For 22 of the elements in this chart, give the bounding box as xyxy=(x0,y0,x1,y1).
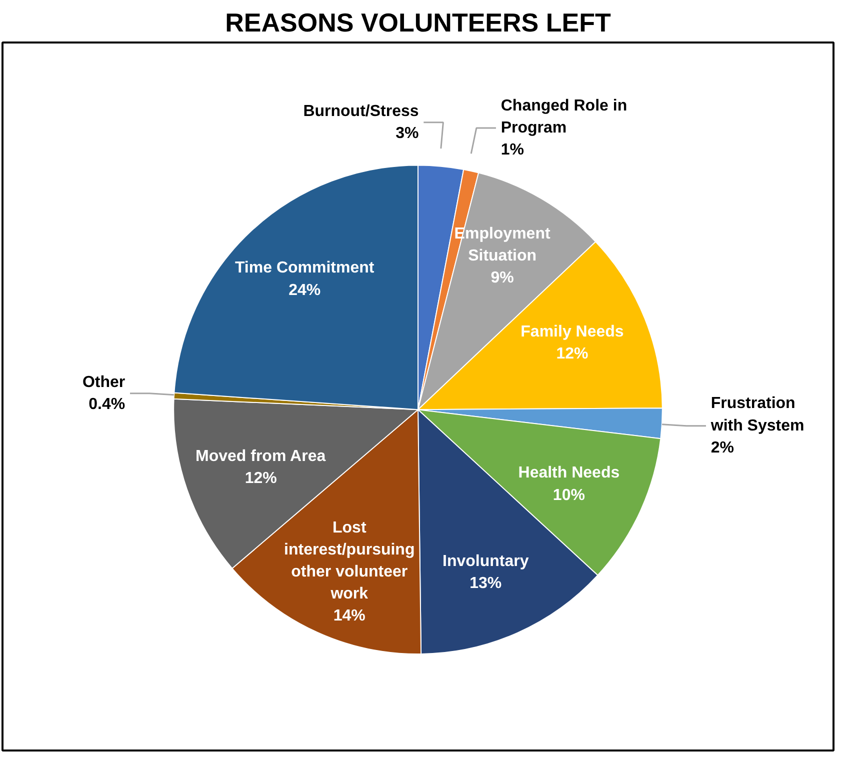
data-label: 9% xyxy=(490,270,514,287)
data-label: 14% xyxy=(333,608,366,625)
data-label: 12% xyxy=(556,346,588,363)
slice-label: Health Needs xyxy=(518,464,620,482)
data-label: 0.4% xyxy=(88,396,126,413)
data-label: 2% xyxy=(710,439,734,456)
slice-label: Lost interest/pursuing other volunteer work xyxy=(284,519,415,603)
data-label: 1% xyxy=(500,142,524,159)
chart-title: REASONS VOLUNTEERS LEFT xyxy=(225,8,611,38)
slice-label: Burnout/Stress xyxy=(303,102,419,120)
data-label: 13% xyxy=(470,575,502,592)
slice-label: Involuntary xyxy=(442,552,529,570)
data-label: 10% xyxy=(552,486,585,504)
data-label: 12% xyxy=(244,470,277,488)
slice-label: Frustration with System xyxy=(710,395,804,434)
data-label: 3% xyxy=(396,124,419,142)
slice-label: Time Commitment xyxy=(234,260,375,277)
slice-label: Family Needs xyxy=(520,324,624,341)
slice-label: Other xyxy=(82,374,126,391)
slice-label: Moved from Area xyxy=(196,448,326,466)
slice-label: Changed Role in Program xyxy=(500,97,628,137)
data-label: 24% xyxy=(288,282,321,299)
